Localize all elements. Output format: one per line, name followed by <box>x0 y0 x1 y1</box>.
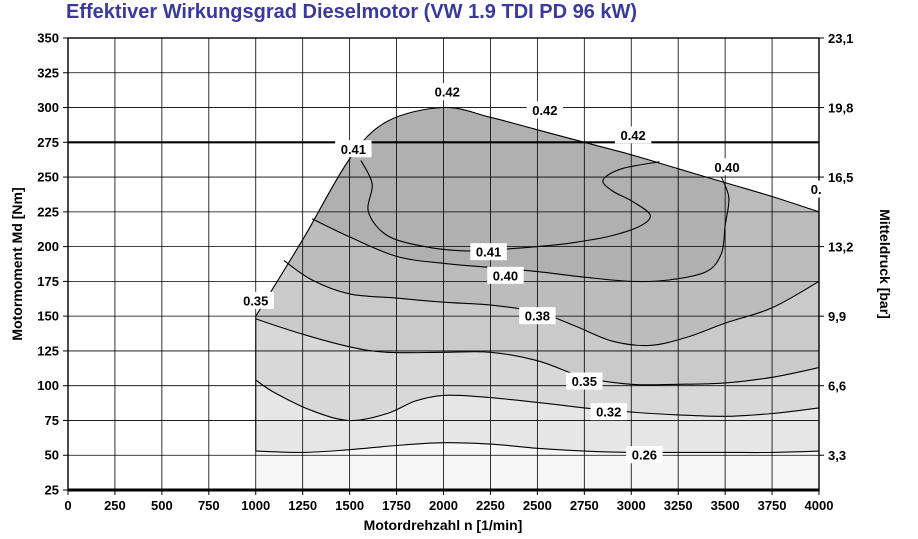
y-tick-label-25: 25 <box>45 483 59 498</box>
contour-0.35 <box>255 318 819 386</box>
y2-tick-label-3,3: 3,3 <box>828 448 846 463</box>
x-tick-label-3500: 3500 <box>711 498 740 513</box>
y2-tick-label-9,9: 9,9 <box>828 309 846 324</box>
contour-label-0.38: 0.38 <box>519 307 556 325</box>
x-tick-label-2750: 2750 <box>570 498 599 513</box>
x-tick-label-750: 750 <box>198 498 220 513</box>
x-tick-label-1250: 1250 <box>288 498 317 513</box>
x-axis-label: Motordrehzahl n [1/min] <box>364 517 523 533</box>
svg-text:0.35: 0.35 <box>572 374 597 389</box>
contour-label-0.: 0. <box>805 180 827 198</box>
y2-axis-label: Mitteldruck [bar] <box>877 209 893 319</box>
x-tick-label-500: 500 <box>151 498 173 513</box>
x-tick-label-250: 250 <box>104 498 126 513</box>
y-tick-label-325: 325 <box>37 65 59 80</box>
contour-0.40 <box>311 176 730 283</box>
svg-text:0.41: 0.41 <box>341 142 366 157</box>
svg-text:0.42: 0.42 <box>435 85 460 100</box>
y-tick-label-100: 100 <box>37 378 59 393</box>
y-tick-label-250: 250 <box>37 170 59 185</box>
contour-label-0.42: 0.42 <box>526 101 564 119</box>
contour-label-0.42: 0.42 <box>614 126 652 144</box>
y2-tick-label-16,5: 16,5 <box>828 170 853 185</box>
y2-axis-ticks: 3,3 6,6 9,9 13,2 16,5 19,8 23,1 <box>819 31 853 463</box>
contour-label-0.41: 0.41 <box>335 140 372 158</box>
contour-label-0.40: 0.40 <box>487 266 524 284</box>
y-axis-ticks: 25 50 75 100 125 150 175 200 225 250 275 300 325 350 <box>37 31 68 498</box>
x-tick-label-3000: 3000 <box>617 498 646 513</box>
svg-text:0.: 0. <box>811 182 822 197</box>
contour-label-0.35: 0.35 <box>566 372 603 390</box>
x-axis-ticks: 0 250 500 750 1000 1250 1500 1750 2000 2250 2500 27… <box>64 490 833 513</box>
y-tick-label-175: 175 <box>37 274 59 289</box>
x-tick-label-2250: 2250 <box>476 498 505 513</box>
full-load-curve <box>255 106 820 452</box>
y-tick-label-50: 50 <box>45 448 59 463</box>
y-tick-label-350: 350 <box>37 31 59 46</box>
x-tick-label-1000: 1000 <box>241 498 270 513</box>
y-tick-label-150: 150 <box>37 309 59 324</box>
contour-labels: 0.42 0.42 0.42 0.41 0.40 0.35 0.41 0.40 0.38 0.35… <box>237 83 827 464</box>
x-tick-label-3250: 3250 <box>664 498 693 513</box>
x-tick-label-0: 0 <box>64 498 71 513</box>
y2-tick-label-6,6: 6,6 <box>828 379 846 394</box>
contour-lines <box>255 160 819 454</box>
svg-text:0.41: 0.41 <box>476 245 501 260</box>
contour-label-0.26: 0.26 <box>626 446 663 464</box>
y2-tick-label-19,8: 19,8 <box>828 101 853 116</box>
contour-0.26 <box>255 442 819 454</box>
x-tick-label-3750: 3750 <box>758 498 787 513</box>
y-tick-label-275: 275 <box>37 135 59 150</box>
svg-text:0.35: 0.35 <box>243 293 268 308</box>
full-load-line <box>255 106 820 317</box>
contour-label-0.32: 0.32 <box>590 403 627 421</box>
y-tick-label-125: 125 <box>37 343 59 358</box>
contour-label-0.42: 0.42 <box>429 83 466 101</box>
y-tick-label-300: 300 <box>37 100 59 115</box>
x-tick-label-4000: 4000 <box>805 498 834 513</box>
svg-text:0.42: 0.42 <box>620 128 645 143</box>
y-tick-label-200: 200 <box>37 239 59 254</box>
x-tick-label-2000: 2000 <box>429 498 458 513</box>
y-tick-label-225: 225 <box>37 204 59 219</box>
contour-label-0.41: 0.41 <box>470 243 507 261</box>
y2-tick-label-23,1: 23,1 <box>828 31 853 46</box>
y-tick-label-75: 75 <box>45 413 59 428</box>
svg-text:0.32: 0.32 <box>596 405 621 420</box>
contour-label-0.35: 0.35 <box>237 291 274 309</box>
svg-text:0.40: 0.40 <box>714 160 739 175</box>
chart-title: Effektiver Wirkungsgrad Dieselmotor (VW … <box>66 1 638 23</box>
contour-0.41 <box>360 160 660 252</box>
contour-0.38 <box>283 260 819 347</box>
x-tick-label-1750: 1750 <box>382 498 411 513</box>
svg-text:0.38: 0.38 <box>525 309 550 324</box>
svg-text:0.26: 0.26 <box>632 448 657 463</box>
y-axis-label: Motormoment Md [Nm] <box>9 187 25 340</box>
x-tick-label-1500: 1500 <box>335 498 364 513</box>
contour-label-0.40: 0.40 <box>708 158 746 176</box>
x-tick-label-2500: 2500 <box>523 498 552 513</box>
y2-tick-label-13,2: 13,2 <box>828 240 853 255</box>
svg-text:0.40: 0.40 <box>493 268 518 283</box>
svg-text:0.42: 0.42 <box>532 103 557 118</box>
contour-0.32 <box>255 379 819 422</box>
